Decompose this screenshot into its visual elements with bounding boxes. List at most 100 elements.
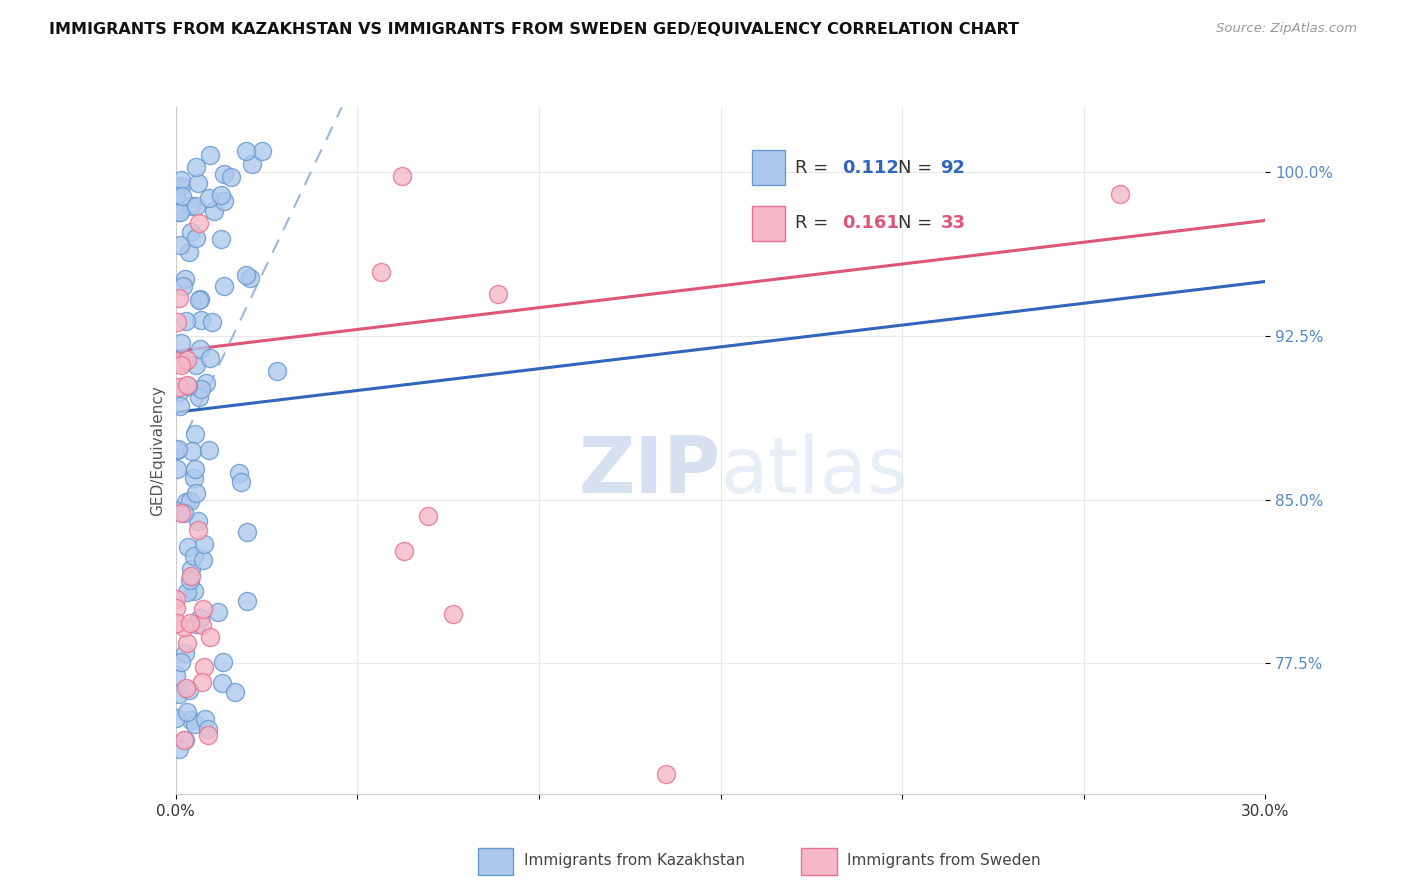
Point [391, 169, 413, 183]
Point [191, 674, 214, 689]
Point [198, 148, 221, 162]
Point [240, 157, 263, 171]
Point [170, 173, 193, 187]
Point [167, 204, 190, 219]
Point [235, 594, 257, 608]
Point [231, 475, 253, 490]
Point [166, 462, 188, 476]
Point [170, 655, 193, 669]
Point [165, 668, 187, 682]
Point [179, 493, 201, 508]
Point [165, 591, 187, 606]
Y-axis label: GED/Equivalency: GED/Equivalency [149, 385, 165, 516]
Point [180, 199, 202, 213]
Point [174, 495, 197, 509]
Point [193, 537, 215, 551]
Point [183, 584, 205, 599]
Text: ZIP: ZIP [578, 433, 721, 509]
Point [176, 636, 198, 650]
Point [180, 562, 202, 576]
Point [177, 245, 200, 260]
Point [176, 584, 198, 599]
Point [194, 712, 217, 726]
Point [179, 615, 201, 630]
Point [173, 620, 195, 634]
Point [183, 470, 205, 484]
Point [173, 354, 195, 368]
Point [174, 732, 197, 747]
Point [173, 732, 195, 747]
Point [193, 660, 215, 674]
Point [167, 291, 190, 305]
Point [170, 189, 193, 203]
Point [190, 382, 212, 396]
Point [180, 713, 202, 727]
Point [228, 467, 250, 481]
Point [169, 238, 191, 252]
Text: IMMIGRANTS FROM KAZAKHSTAN VS IMMIGRANTS FROM SWEDEN GED/EQUIVALENCY CORRELATION: IMMIGRANTS FROM KAZAKHSTAN VS IMMIGRANTS… [49, 22, 1019, 37]
Point [235, 144, 257, 158]
Point [197, 722, 219, 736]
Point [170, 335, 193, 350]
Point [167, 380, 190, 394]
Point [167, 442, 190, 456]
Point [180, 569, 202, 583]
Point [488, 287, 510, 301]
Point [180, 225, 202, 239]
Point [184, 462, 207, 476]
Point [209, 188, 232, 202]
Point [188, 293, 211, 307]
Point [170, 358, 193, 372]
Point [166, 504, 188, 518]
Point [184, 358, 207, 372]
Text: Source: ZipAtlas.com: Source: ZipAtlas.com [1216, 22, 1357, 36]
Point [191, 602, 214, 616]
Point [176, 705, 198, 719]
Point [184, 616, 207, 631]
Point [211, 232, 233, 246]
Point [167, 687, 190, 701]
Point [176, 378, 198, 392]
Point [187, 514, 209, 528]
Point [212, 194, 235, 208]
Point [186, 161, 208, 175]
Point [187, 176, 209, 190]
Point [184, 486, 207, 500]
Point [183, 549, 205, 563]
Point [194, 376, 217, 390]
Point [181, 444, 204, 458]
Point [392, 543, 415, 558]
Point [198, 351, 221, 366]
Point [176, 352, 198, 367]
Point [190, 313, 212, 327]
Point [187, 293, 209, 307]
FancyBboxPatch shape [801, 848, 837, 875]
Point [172, 279, 194, 293]
Point [174, 314, 197, 328]
Point [266, 364, 288, 378]
Point [211, 676, 233, 690]
Point [190, 618, 212, 632]
Point [166, 615, 188, 630]
Point [441, 607, 464, 621]
Point [197, 728, 219, 742]
Text: atlas: atlas [721, 433, 908, 509]
Point [219, 169, 242, 184]
Point [169, 399, 191, 413]
Point [169, 204, 191, 219]
Point [169, 355, 191, 369]
Point [167, 384, 190, 399]
Point [214, 279, 236, 293]
Point [170, 179, 193, 194]
Point [239, 270, 262, 285]
Point [177, 541, 200, 555]
Point [174, 271, 197, 285]
Point [184, 427, 207, 442]
Point [188, 391, 211, 405]
Point [188, 610, 211, 624]
Point [198, 191, 221, 205]
Point [187, 523, 209, 537]
Point [224, 685, 246, 699]
Point [177, 379, 200, 393]
Point [236, 525, 259, 540]
